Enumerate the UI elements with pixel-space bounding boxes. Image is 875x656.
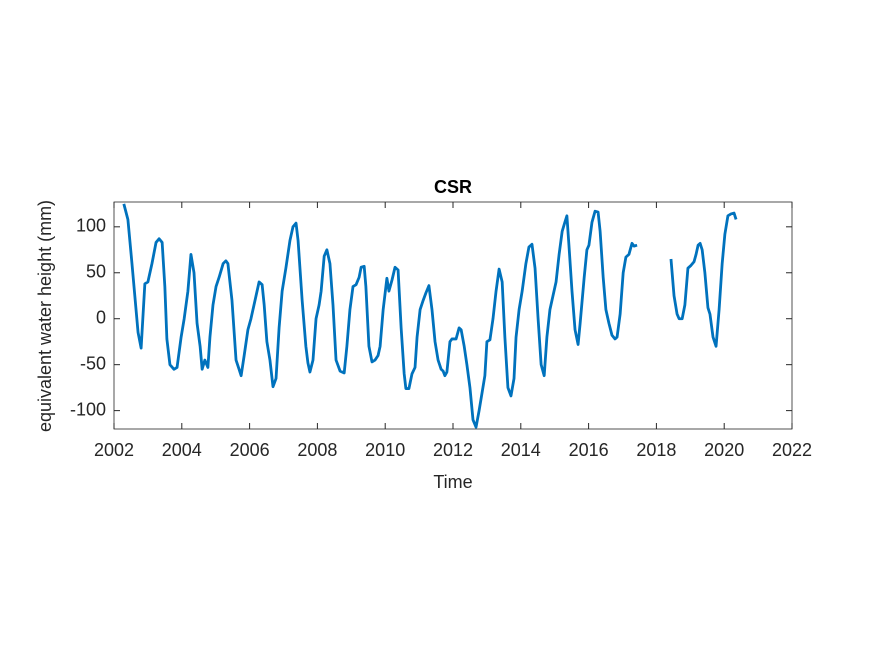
y-tick-label: 0 [96,307,106,327]
y-tick-label: -100 [70,399,106,419]
x-tick-label: 2020 [704,440,744,460]
plot-area [113,201,793,430]
y-tick-label: 100 [76,216,106,236]
x-tick-label: 2006 [230,440,270,460]
x-tick-label: 2008 [297,440,337,460]
x-tick-label: 2016 [569,440,609,460]
x-axis-label: Time [433,472,472,492]
x-tick-label: 2004 [162,440,202,460]
x-tick-label: 2018 [636,440,676,460]
y-axis-label: equivalent water height (mm) [35,200,55,432]
y-tick-label: -50 [80,353,106,373]
x-tick-label: 2002 [94,440,134,460]
x-tick-label: 2022 [772,440,812,460]
x-tick-label: 2014 [501,440,541,460]
chart-title: CSR [434,177,472,197]
y-tick-label: 50 [86,262,106,282]
x-tick-label: 2012 [433,440,473,460]
x-tick-label: 2010 [365,440,405,460]
data-line [122,203,738,429]
